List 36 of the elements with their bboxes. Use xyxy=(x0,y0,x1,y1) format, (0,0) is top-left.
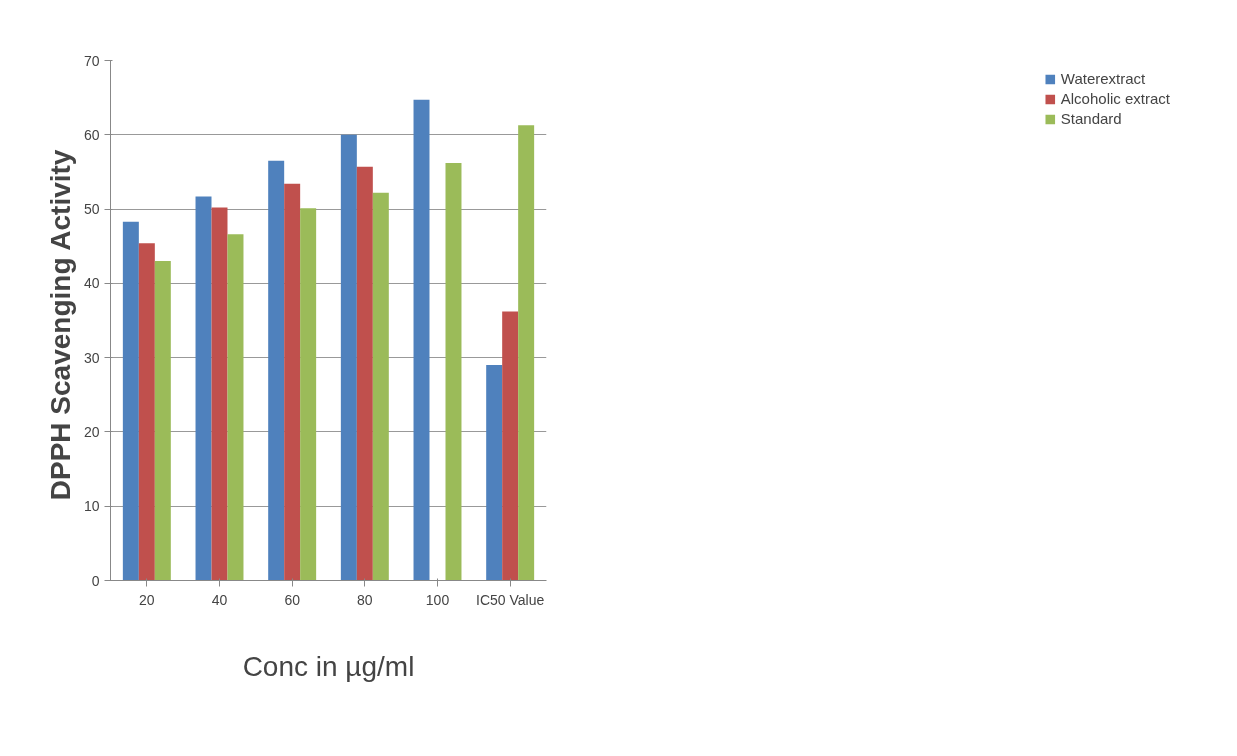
bar xyxy=(372,192,389,581)
bar xyxy=(340,134,357,581)
x-tick-label: IC50 Value xyxy=(476,591,545,608)
y-tick-label: 70 xyxy=(83,52,100,69)
bar xyxy=(502,311,519,581)
y-tick-label: 50 xyxy=(83,201,100,218)
bar xyxy=(356,166,373,581)
bar xyxy=(122,221,139,581)
bar xyxy=(138,243,155,581)
bar xyxy=(268,160,285,581)
bar xyxy=(486,365,503,581)
y-tick-label: 60 xyxy=(83,126,100,143)
bar xyxy=(284,183,301,581)
bar xyxy=(227,234,244,581)
bar xyxy=(413,99,430,581)
x-tick-label: 20 xyxy=(139,591,155,608)
bar xyxy=(195,196,212,581)
x-tick-label: 80 xyxy=(357,591,373,608)
y-tick-label: 0 xyxy=(91,572,100,589)
x-tick-label: 60 xyxy=(284,591,301,608)
y-tick-label: 30 xyxy=(83,349,100,366)
bar xyxy=(445,163,462,581)
legend-label: Waterextract xyxy=(1060,70,1146,87)
legend-label: Standard xyxy=(1060,110,1122,127)
bar xyxy=(154,261,171,581)
bar xyxy=(211,207,228,581)
bar xyxy=(518,125,535,581)
x-axis-title: Conc in µg/ml xyxy=(242,650,415,682)
y-tick-label: 20 xyxy=(83,423,100,440)
bar xyxy=(300,208,317,581)
y-axis-title: DPPH Scavenging Activity xyxy=(44,149,76,501)
y-tick-label: 10 xyxy=(83,498,100,515)
legend-label: Alcoholic extract xyxy=(1060,90,1170,107)
x-tick-label: 100 xyxy=(425,591,450,608)
x-tick-label: 40 xyxy=(211,591,228,608)
y-tick-label: 40 xyxy=(83,275,100,292)
